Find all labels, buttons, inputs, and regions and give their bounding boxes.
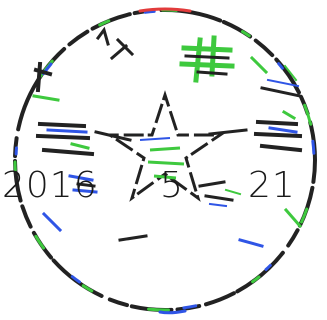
seal-date-year: 2016 — [2, 165, 98, 206]
seal-date-month: 5 — [160, 165, 184, 206]
seal-date-day: 21 — [248, 165, 296, 206]
seal-star-icon — [105, 90, 225, 202]
seal-lower-lettering — [41, 174, 303, 248]
seal-middle-lettering — [35, 109, 303, 157]
seal-upper-lettering — [32, 26, 302, 102]
seal-outer-ring — [13, 7, 317, 315]
